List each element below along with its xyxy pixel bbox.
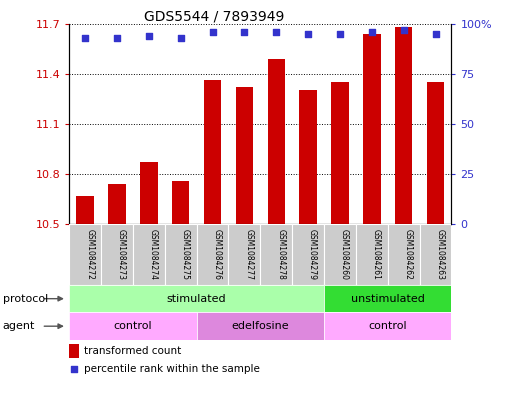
Text: GSM1084261: GSM1084261 <box>372 229 381 280</box>
Bar <box>324 224 356 285</box>
Text: GSM1084263: GSM1084263 <box>436 229 445 280</box>
Bar <box>427 82 444 224</box>
Bar <box>108 184 126 224</box>
Bar <box>101 224 133 285</box>
Bar <box>388 224 420 285</box>
Text: protocol: protocol <box>3 294 48 304</box>
Bar <box>331 82 349 224</box>
Bar <box>69 312 196 340</box>
Bar <box>363 33 381 224</box>
Bar <box>196 312 324 340</box>
Text: GSM1084276: GSM1084276 <box>212 229 222 280</box>
Bar <box>69 224 101 285</box>
Bar <box>324 312 451 340</box>
Point <box>208 28 216 35</box>
Bar <box>76 196 94 224</box>
Bar <box>196 224 228 285</box>
Point <box>113 35 121 41</box>
Bar <box>133 224 165 285</box>
Text: agent: agent <box>3 321 35 331</box>
Text: GSM1084279: GSM1084279 <box>308 229 317 280</box>
Point <box>272 28 281 35</box>
Bar <box>235 87 253 224</box>
Text: stimulated: stimulated <box>167 294 226 304</box>
Bar <box>172 181 189 224</box>
Text: GSM1084274: GSM1084274 <box>149 229 158 280</box>
Point <box>176 35 185 41</box>
Bar <box>140 162 157 224</box>
Text: GDS5544 / 7893949: GDS5544 / 7893949 <box>144 10 285 24</box>
Point <box>145 33 153 39</box>
Bar <box>420 224 451 285</box>
Bar <box>292 224 324 285</box>
Bar <box>69 285 324 312</box>
Text: edelfosine: edelfosine <box>231 321 289 331</box>
Text: GSM1084272: GSM1084272 <box>85 229 94 280</box>
Point <box>81 35 89 41</box>
Text: percentile rank within the sample: percentile rank within the sample <box>84 364 260 375</box>
Point <box>431 30 440 37</box>
Text: control: control <box>368 321 407 331</box>
Bar <box>356 224 388 285</box>
Point <box>304 30 312 37</box>
Bar <box>69 344 78 358</box>
Point <box>336 30 344 37</box>
Bar <box>228 224 261 285</box>
Text: GSM1084273: GSM1084273 <box>117 229 126 280</box>
Text: GSM1084260: GSM1084260 <box>340 229 349 280</box>
Bar <box>165 224 196 285</box>
Bar <box>267 59 285 224</box>
Bar <box>395 27 412 224</box>
Text: control: control <box>114 321 152 331</box>
Point <box>70 366 78 373</box>
Bar <box>324 285 451 312</box>
Bar <box>204 81 221 224</box>
Point <box>240 28 248 35</box>
Point <box>400 26 408 33</box>
Point <box>368 28 376 35</box>
Text: GSM1084277: GSM1084277 <box>244 229 253 280</box>
Bar <box>261 224 292 285</box>
Text: GSM1084275: GSM1084275 <box>181 229 190 280</box>
Text: unstimulated: unstimulated <box>351 294 425 304</box>
Text: GSM1084278: GSM1084278 <box>277 229 285 280</box>
Bar <box>300 90 317 224</box>
Text: GSM1084262: GSM1084262 <box>404 229 412 280</box>
Text: transformed count: transformed count <box>84 346 181 356</box>
